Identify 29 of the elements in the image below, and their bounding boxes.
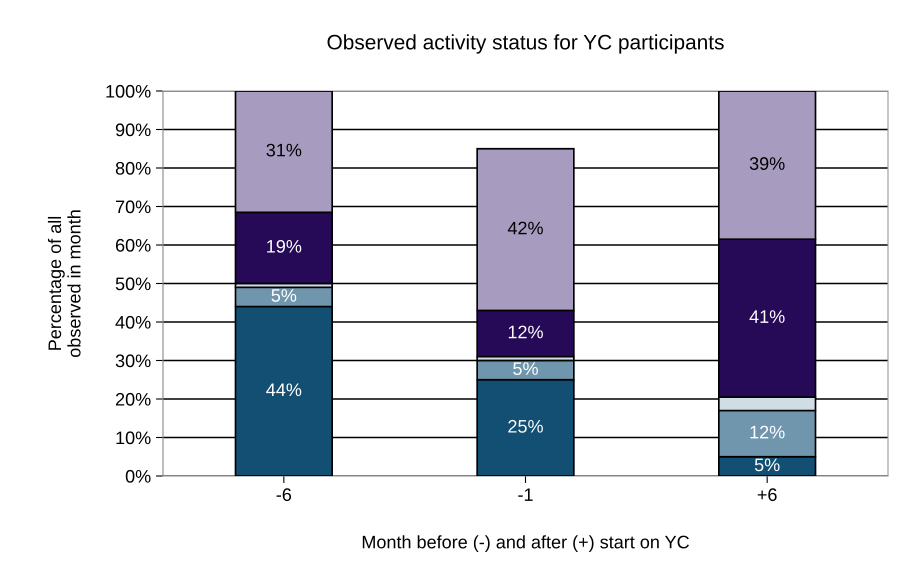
x-axis-title: Month before (-) and after (+) start on YC	[362, 535, 689, 552]
y-tick-label: 10%	[116, 431, 151, 444]
y-tick-label: 50%	[116, 277, 151, 290]
y-tick-label: 80%	[116, 162, 151, 175]
data-label: 5%	[272, 289, 296, 302]
data-label: 12%	[508, 326, 543, 338]
data-label: 41%	[750, 310, 785, 323]
data-label: 25%	[508, 420, 543, 433]
x-tick-label: +6	[758, 488, 777, 502]
data-label: 31%	[266, 144, 302, 156]
x-tick-label: -6	[276, 488, 292, 502]
y-tick-label: 100%	[106, 84, 151, 98]
data-label: 44%	[266, 383, 302, 396]
data-label: 39%	[750, 157, 785, 170]
y-tick-label: 40%	[115, 316, 151, 329]
data-label: 5%	[513, 362, 538, 375]
y-axis-title: Percentage of all observed in month	[48, 210, 81, 358]
chart-title: Observed activity status for YC participants	[328, 34, 724, 54]
data-label: 42%	[508, 222, 543, 234]
data-label: 12%	[750, 426, 785, 438]
y-tick-label: 20%	[116, 392, 151, 406]
y-tick-label: 70%	[116, 200, 151, 214]
y-tick-label: 0%	[126, 470, 151, 483]
x-tick-label: -1	[518, 488, 533, 501]
y-tick-label: 60%	[116, 238, 151, 252]
y-tick-label: 30%	[116, 354, 151, 368]
y-tick-label: 90%	[116, 123, 151, 136]
data-label: 19%	[267, 240, 302, 253]
data-label: 5%	[754, 458, 780, 472]
